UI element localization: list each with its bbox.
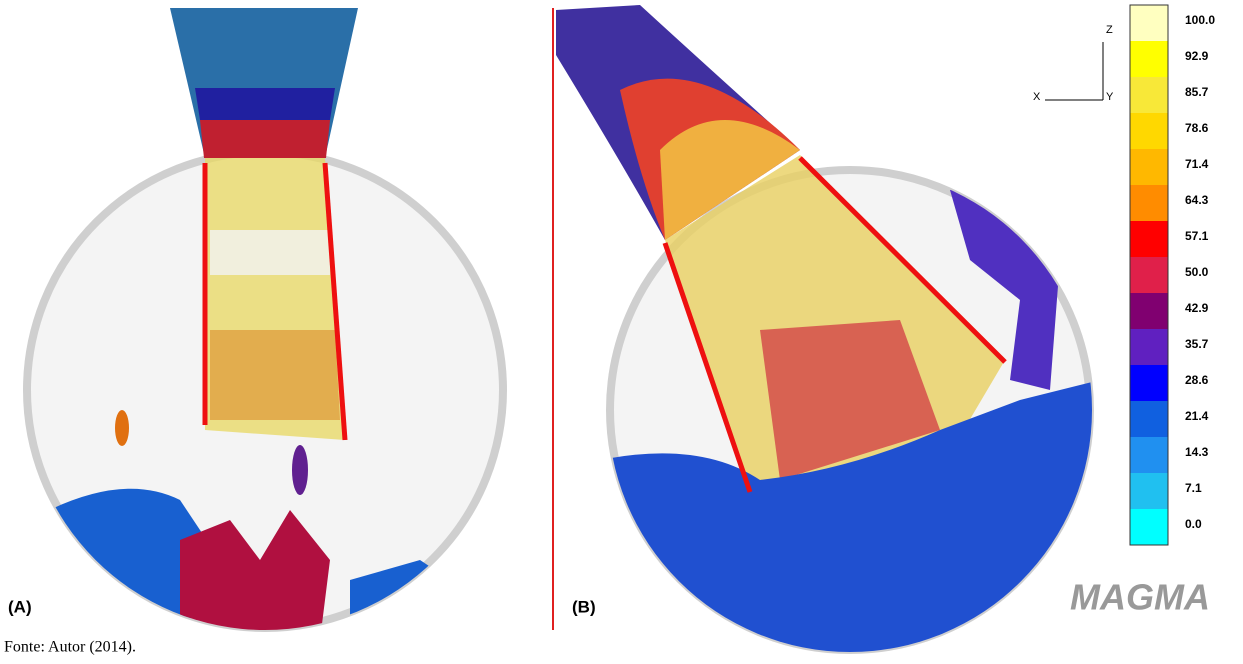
panel-a: (A): [8, 8, 503, 640]
colorbar-label: 42.9: [1185, 301, 1209, 315]
colorbar-band: [1130, 77, 1168, 114]
colorbar-band: [1130, 401, 1168, 438]
colorbar-band: [1130, 113, 1168, 150]
colorbar-label: 28.6: [1185, 373, 1209, 387]
colorbar-label: 100.0: [1185, 13, 1215, 27]
figure: (A) (B) Z X Y 100.0 92.9 85.7 78.6 71.4 64.3 5…: [0, 0, 1243, 659]
colorbar: 100.0 92.9 85.7 78.6 71.4 64.3 57.1 50.0 42.9 35.…: [1130, 5, 1215, 546]
colorbar-label: 50.0: [1185, 265, 1209, 279]
colorbar-band: [1130, 437, 1168, 474]
colorbar-band: [1130, 293, 1168, 330]
colorbar-band: [1130, 509, 1168, 546]
colorbar-band: [1130, 5, 1168, 42]
colorbar-band: [1130, 221, 1168, 258]
colorbar-label: 7.1: [1185, 481, 1202, 495]
jet-light: [210, 230, 330, 275]
axis-label: Z: [1106, 24, 1113, 36]
colorbar-band: [1130, 149, 1168, 186]
colorbar-label: 14.3: [1185, 445, 1209, 459]
colorbar-label: 21.4: [1185, 409, 1209, 423]
droplet: [115, 410, 129, 446]
axis-label: Y: [1106, 91, 1114, 103]
axes-icon: Z X Y: [1033, 24, 1114, 103]
axis-label: X: [1033, 91, 1041, 103]
colorbar-label: 57.1: [1185, 229, 1209, 243]
colorbar-label: 78.6: [1185, 121, 1209, 135]
colorbar-band: [1130, 257, 1168, 294]
colorbar-band: [1130, 41, 1168, 78]
droplet: [292, 445, 308, 495]
panel-b: (B): [556, 5, 1100, 659]
colorbar-label: 85.7: [1185, 85, 1209, 99]
colorbar-band: [1130, 365, 1168, 402]
colorbar-label: 0.0: [1185, 517, 1202, 531]
jet-lower: [210, 330, 340, 420]
panel-label: (A): [8, 597, 32, 616]
colorbar-band: [1130, 329, 1168, 366]
colorbar-label: 35.7: [1185, 337, 1209, 351]
colorbar-band: [1130, 185, 1168, 222]
colorbar-label: 64.3: [1185, 193, 1209, 207]
band: [195, 88, 335, 120]
panel-label: (B): [572, 597, 596, 616]
colorbar-band: [1130, 473, 1168, 510]
colorbar-label: 71.4: [1185, 157, 1209, 171]
caption: Fonte: Autor (2014).: [4, 639, 136, 656]
band: [200, 120, 330, 158]
logo: MAGMA: [1070, 577, 1210, 618]
colorbar-label: 92.9: [1185, 49, 1209, 63]
